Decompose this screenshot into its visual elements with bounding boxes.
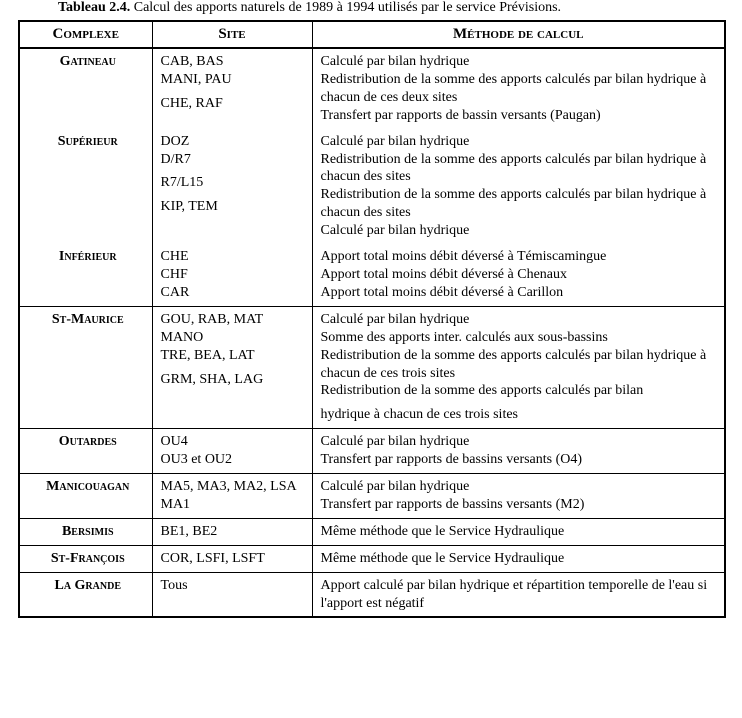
site-cell: GOU, RAB, MAT MANO TRE, BEA, LAT GRM, SH…	[152, 306, 312, 428]
method-cell: Calculé par bilan hydrique Redistributio…	[312, 129, 725, 244]
site: KIP, TEM	[161, 199, 218, 214]
complexe-gatineau: Gatineau	[19, 48, 152, 129]
complexe-manicouagan: Manicouagan	[19, 474, 152, 519]
method-cell: Calculé par bilan hydrique Transfert par…	[312, 429, 725, 474]
method-cell: Calculé par bilan hydrique Somme des app…	[312, 306, 725, 428]
caption-text: Calcul des apports naturels de 1989 à 19…	[134, 0, 561, 15]
method-cell: Même méthode que le Service Hydraulique	[312, 545, 725, 572]
method: Transfert par rapports de bassins versan…	[321, 497, 585, 512]
site: GRM, SHA, LAG	[161, 372, 264, 387]
method: Redistribution de la somme des apports c…	[321, 187, 707, 220]
complexe-outardes: Outardes	[19, 429, 152, 474]
complexe-lagrande: La Grande	[19, 572, 152, 617]
method-cell: Calculé par bilan hydrique Redistributio…	[312, 48, 725, 129]
method: Apport total moins débit déversé à Chena…	[321, 267, 568, 282]
method: Redistribution de la somme des apports c…	[321, 348, 707, 381]
site: CHF	[161, 267, 188, 282]
method: Redistribution de la somme des apports c…	[321, 152, 707, 185]
complexe-superieur: Supérieur	[19, 129, 152, 244]
site: GOU, RAB, MAT	[161, 312, 264, 327]
method: Calculé par bilan hydrique	[321, 134, 470, 149]
method: Transfert par rapports de bassin versant…	[321, 108, 601, 123]
caption-label: Tableau 2.4.	[58, 0, 130, 15]
method: Somme des apports inter. calculés aux so…	[321, 330, 608, 345]
site: DOZ	[161, 134, 190, 149]
method: Calculé par bilan hydrique	[321, 223, 470, 238]
site: CAR	[161, 285, 190, 300]
site-cell: DOZ D/R7 R7/L15 KIP, TEM	[152, 129, 312, 244]
method: Calculé par bilan hydrique	[321, 479, 470, 494]
site-cell: CAB, BAS MANI, PAU CHE, RAF	[152, 48, 312, 129]
method: Apport total moins débit déversé à Caril…	[321, 285, 564, 300]
site: D/R7	[161, 152, 191, 167]
site: MANI, PAU	[161, 72, 232, 87]
site-cell: BE1, BE2	[152, 518, 312, 545]
method: Calculé par bilan hydrique	[321, 312, 470, 327]
site: MANO	[161, 330, 204, 345]
site-cell: MA5, MA3, MA2, LSA MA1	[152, 474, 312, 519]
method: Calculé par bilan hydrique	[321, 54, 470, 69]
method-cell: Apport calculé par bilan hydrique et rép…	[312, 572, 725, 617]
apports-table: Complexe Site Méthode de calcul Gatineau…	[18, 20, 726, 618]
table-caption: Tableau 2.4. Calcul des apports naturels…	[58, 0, 724, 16]
complexe-bersimis: Bersimis	[19, 518, 152, 545]
header-methode: Méthode de calcul	[312, 21, 725, 48]
site: CHE	[161, 249, 189, 264]
method: Apport total moins débit déversé à Témis…	[321, 249, 607, 264]
site: OU4	[161, 434, 188, 449]
site-cell: Tous	[152, 572, 312, 617]
site: OU3 et OU2	[161, 452, 233, 467]
method-cell: Calculé par bilan hydrique Transfert par…	[312, 474, 725, 519]
complexe-inferieur: Inférieur	[19, 244, 152, 306]
header-site: Site	[152, 21, 312, 48]
site-cell: CHE CHF CAR	[152, 244, 312, 306]
site-cell: COR, LSFI, LSFT	[152, 545, 312, 572]
method: Redistribution de la somme des apports c…	[321, 383, 644, 398]
site: R7/L15	[161, 175, 204, 190]
method-cell: Même méthode que le Service Hydraulique	[312, 518, 725, 545]
complexe-stmaurice: St-Maurice	[19, 306, 152, 428]
site: CAB, BAS	[161, 54, 224, 69]
site: CHE, RAF	[161, 96, 223, 111]
site-cell: OU4 OU3 et OU2	[152, 429, 312, 474]
method: hydrique à chacun de ces trois sites	[321, 407, 519, 422]
method: Redistribution de la somme des apports c…	[321, 72, 707, 105]
complexe-stfrancois: St-François	[19, 545, 152, 572]
header-complexe: Complexe	[19, 21, 152, 48]
method: Transfert par rapports de bassins versan…	[321, 452, 583, 467]
method: Calculé par bilan hydrique	[321, 434, 470, 449]
method-cell: Apport total moins débit déversé à Témis…	[312, 244, 725, 306]
site: TRE, BEA, LAT	[161, 348, 255, 363]
site: MA5, MA3, MA2, LSA	[161, 479, 297, 494]
site: MA1	[161, 497, 191, 512]
